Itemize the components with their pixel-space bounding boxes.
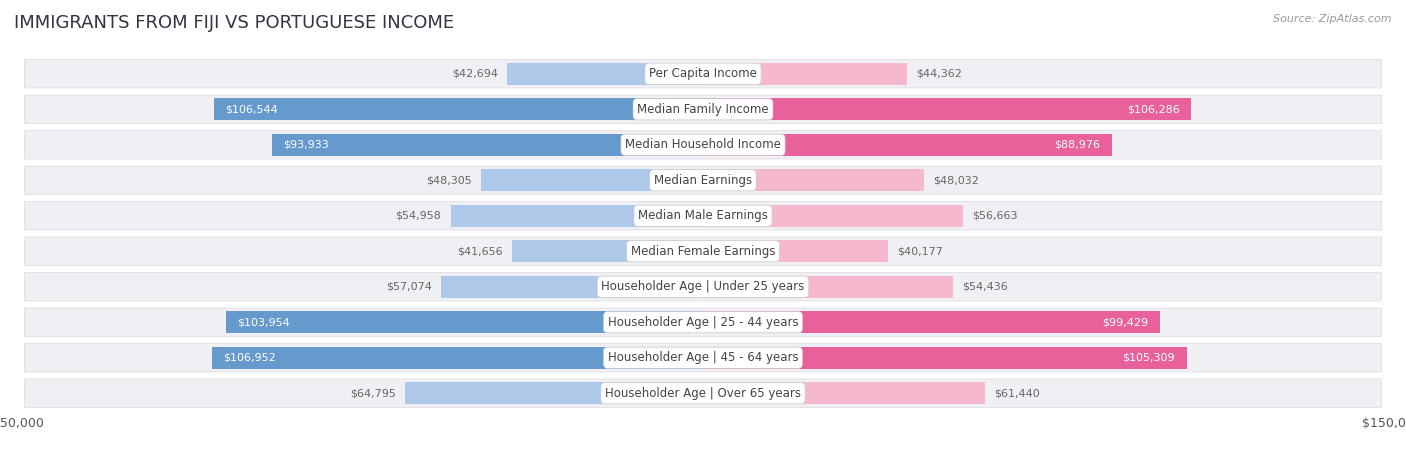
Text: $57,074: $57,074: [385, 282, 432, 292]
Text: $56,663: $56,663: [973, 211, 1018, 221]
FancyBboxPatch shape: [24, 60, 1382, 88]
Text: $93,933: $93,933: [283, 140, 329, 150]
FancyBboxPatch shape: [481, 169, 703, 191]
Text: Median Earnings: Median Earnings: [654, 174, 752, 187]
FancyBboxPatch shape: [24, 308, 1382, 336]
Text: $64,795: $64,795: [350, 388, 396, 398]
Text: Householder Age | 45 - 64 years: Householder Age | 45 - 64 years: [607, 351, 799, 364]
Text: Householder Age | Over 65 years: Householder Age | Over 65 years: [605, 387, 801, 400]
FancyBboxPatch shape: [703, 98, 1191, 120]
FancyBboxPatch shape: [225, 311, 703, 333]
FancyBboxPatch shape: [703, 205, 963, 227]
Text: Householder Age | 25 - 44 years: Householder Age | 25 - 44 years: [607, 316, 799, 329]
Text: $88,976: $88,976: [1054, 140, 1099, 150]
Text: Source: ZipAtlas.com: Source: ZipAtlas.com: [1274, 14, 1392, 24]
Text: Median Male Earnings: Median Male Earnings: [638, 209, 768, 222]
FancyBboxPatch shape: [24, 237, 1382, 265]
FancyBboxPatch shape: [405, 382, 703, 404]
Text: $106,286: $106,286: [1128, 104, 1180, 114]
FancyBboxPatch shape: [703, 134, 1112, 156]
Text: $54,958: $54,958: [395, 211, 441, 221]
FancyBboxPatch shape: [24, 273, 1382, 301]
Text: $44,362: $44,362: [915, 69, 962, 79]
Text: $106,544: $106,544: [225, 104, 278, 114]
FancyBboxPatch shape: [24, 344, 1382, 372]
FancyBboxPatch shape: [271, 134, 703, 156]
FancyBboxPatch shape: [512, 240, 703, 262]
FancyBboxPatch shape: [703, 311, 1160, 333]
FancyBboxPatch shape: [450, 205, 703, 227]
FancyBboxPatch shape: [212, 347, 703, 369]
Text: Median Family Income: Median Family Income: [637, 103, 769, 116]
Text: IMMIGRANTS FROM FIJI VS PORTUGUESE INCOME: IMMIGRANTS FROM FIJI VS PORTUGUESE INCOM…: [14, 14, 454, 32]
Text: $42,694: $42,694: [451, 69, 498, 79]
Text: $40,177: $40,177: [897, 246, 942, 256]
Text: $61,440: $61,440: [994, 388, 1040, 398]
FancyBboxPatch shape: [24, 166, 1382, 194]
FancyBboxPatch shape: [703, 240, 887, 262]
Text: $105,309: $105,309: [1122, 353, 1175, 363]
FancyBboxPatch shape: [703, 276, 953, 298]
FancyBboxPatch shape: [24, 95, 1382, 123]
Text: $48,032: $48,032: [932, 175, 979, 185]
FancyBboxPatch shape: [703, 347, 1187, 369]
Text: Median Household Income: Median Household Income: [626, 138, 780, 151]
Text: $103,954: $103,954: [238, 317, 290, 327]
FancyBboxPatch shape: [703, 382, 986, 404]
FancyBboxPatch shape: [508, 63, 703, 85]
FancyBboxPatch shape: [214, 98, 703, 120]
FancyBboxPatch shape: [24, 379, 1382, 407]
FancyBboxPatch shape: [441, 276, 703, 298]
FancyBboxPatch shape: [703, 169, 924, 191]
Text: $41,656: $41,656: [457, 246, 502, 256]
Text: $48,305: $48,305: [426, 175, 472, 185]
Text: $54,436: $54,436: [962, 282, 1008, 292]
FancyBboxPatch shape: [24, 131, 1382, 159]
Text: $99,429: $99,429: [1102, 317, 1149, 327]
Text: Median Female Earnings: Median Female Earnings: [631, 245, 775, 258]
Text: Per Capita Income: Per Capita Income: [650, 67, 756, 80]
Text: Householder Age | Under 25 years: Householder Age | Under 25 years: [602, 280, 804, 293]
FancyBboxPatch shape: [703, 63, 907, 85]
Text: $106,952: $106,952: [224, 353, 276, 363]
FancyBboxPatch shape: [24, 202, 1382, 230]
